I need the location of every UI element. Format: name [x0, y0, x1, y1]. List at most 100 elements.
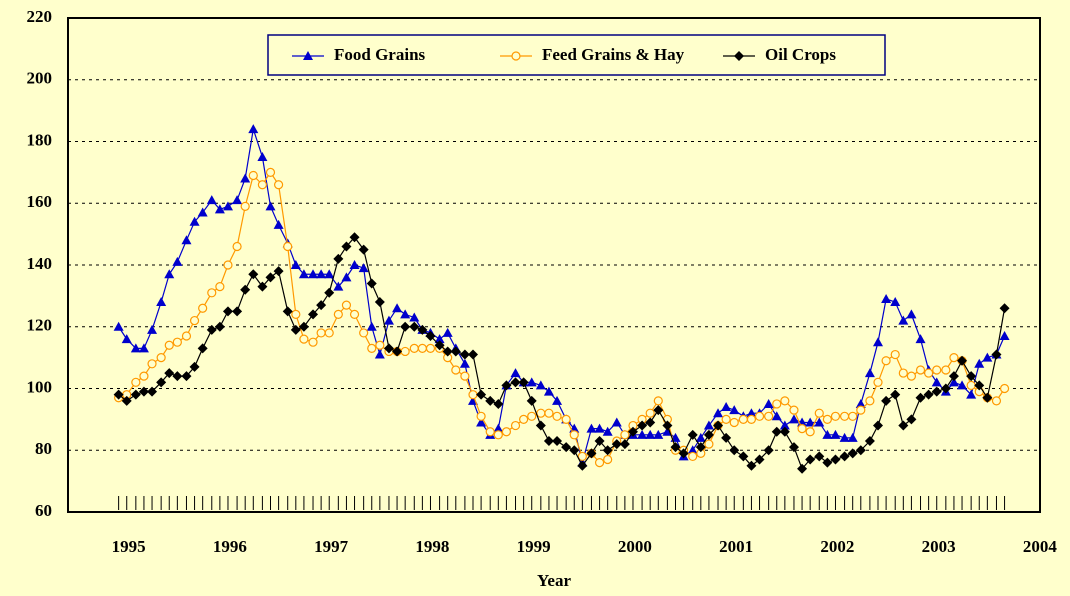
marker [172, 337, 182, 347]
marker [139, 371, 149, 381]
marker [704, 439, 714, 449]
marker [113, 389, 124, 400]
marker [316, 269, 327, 279]
marker [138, 343, 149, 353]
marker [561, 414, 571, 424]
marker [316, 328, 326, 338]
marker [223, 260, 233, 270]
marker [164, 340, 174, 350]
marker [864, 368, 875, 378]
marker [501, 380, 512, 391]
marker [602, 445, 613, 456]
marker [881, 356, 891, 366]
marker [526, 395, 537, 406]
marker [257, 151, 268, 161]
marker [493, 423, 504, 433]
marker [620, 430, 630, 440]
marker [932, 365, 942, 375]
x-tick-label: 2000 [618, 537, 652, 556]
y-tick-label: 220 [27, 7, 53, 26]
marker [991, 349, 1002, 360]
marker [637, 429, 648, 439]
marker [729, 417, 739, 428]
marker [273, 219, 284, 229]
marker [392, 346, 403, 357]
marker [299, 334, 309, 344]
marker [290, 324, 301, 335]
marker [519, 414, 529, 424]
marker [222, 306, 233, 317]
marker [308, 269, 319, 279]
x-tick-label: 1997 [314, 537, 349, 556]
series-line [118, 236, 1006, 470]
marker [367, 343, 377, 353]
marker [764, 411, 774, 421]
marker [283, 241, 293, 252]
marker [763, 398, 774, 408]
marker [181, 331, 192, 341]
marker [510, 420, 521, 431]
marker [881, 395, 892, 406]
marker [814, 417, 825, 427]
x-tick-label: 1996 [213, 537, 247, 556]
marker [215, 282, 225, 292]
marker [915, 334, 926, 344]
marker [746, 460, 757, 471]
marker [543, 435, 554, 446]
marker [561, 442, 572, 453]
marker [333, 309, 343, 319]
marker [214, 321, 225, 332]
marker [392, 303, 403, 313]
legend [267, 34, 886, 76]
marker [898, 315, 909, 325]
marker [645, 408, 655, 418]
marker [493, 430, 503, 440]
marker [274, 180, 284, 190]
marker [569, 445, 580, 456]
marker [789, 405, 799, 415]
marker [476, 411, 486, 421]
marker [450, 346, 461, 357]
marker [906, 414, 917, 425]
marker [594, 435, 605, 446]
marker [172, 256, 183, 266]
marker [375, 340, 385, 350]
marker [738, 414, 748, 424]
marker [265, 201, 276, 211]
marker [400, 321, 411, 332]
x-tick-label: 1998 [415, 537, 449, 556]
marker [771, 411, 782, 421]
marker [855, 445, 866, 456]
marker [383, 315, 394, 325]
marker [594, 423, 605, 433]
marker [805, 417, 816, 427]
marker [729, 445, 740, 456]
marker [349, 309, 360, 319]
marker [298, 321, 309, 332]
marker [366, 321, 377, 331]
marker [670, 442, 681, 453]
marker [257, 281, 268, 292]
marker [459, 358, 470, 368]
marker [637, 420, 648, 431]
marker [713, 420, 724, 431]
marker [535, 380, 546, 390]
marker [536, 408, 546, 418]
marker [982, 352, 993, 362]
marker [822, 429, 833, 439]
marker [248, 170, 258, 181]
marker [805, 454, 816, 465]
marker [425, 343, 436, 353]
marker [966, 380, 976, 391]
marker [569, 430, 579, 440]
marker [746, 414, 757, 424]
marker [695, 432, 706, 442]
marker [931, 377, 942, 387]
marker [358, 244, 369, 255]
marker [703, 420, 714, 430]
marker [577, 460, 588, 471]
marker [890, 297, 901, 307]
marker [586, 423, 597, 433]
marker [232, 195, 243, 205]
marker [232, 306, 243, 317]
